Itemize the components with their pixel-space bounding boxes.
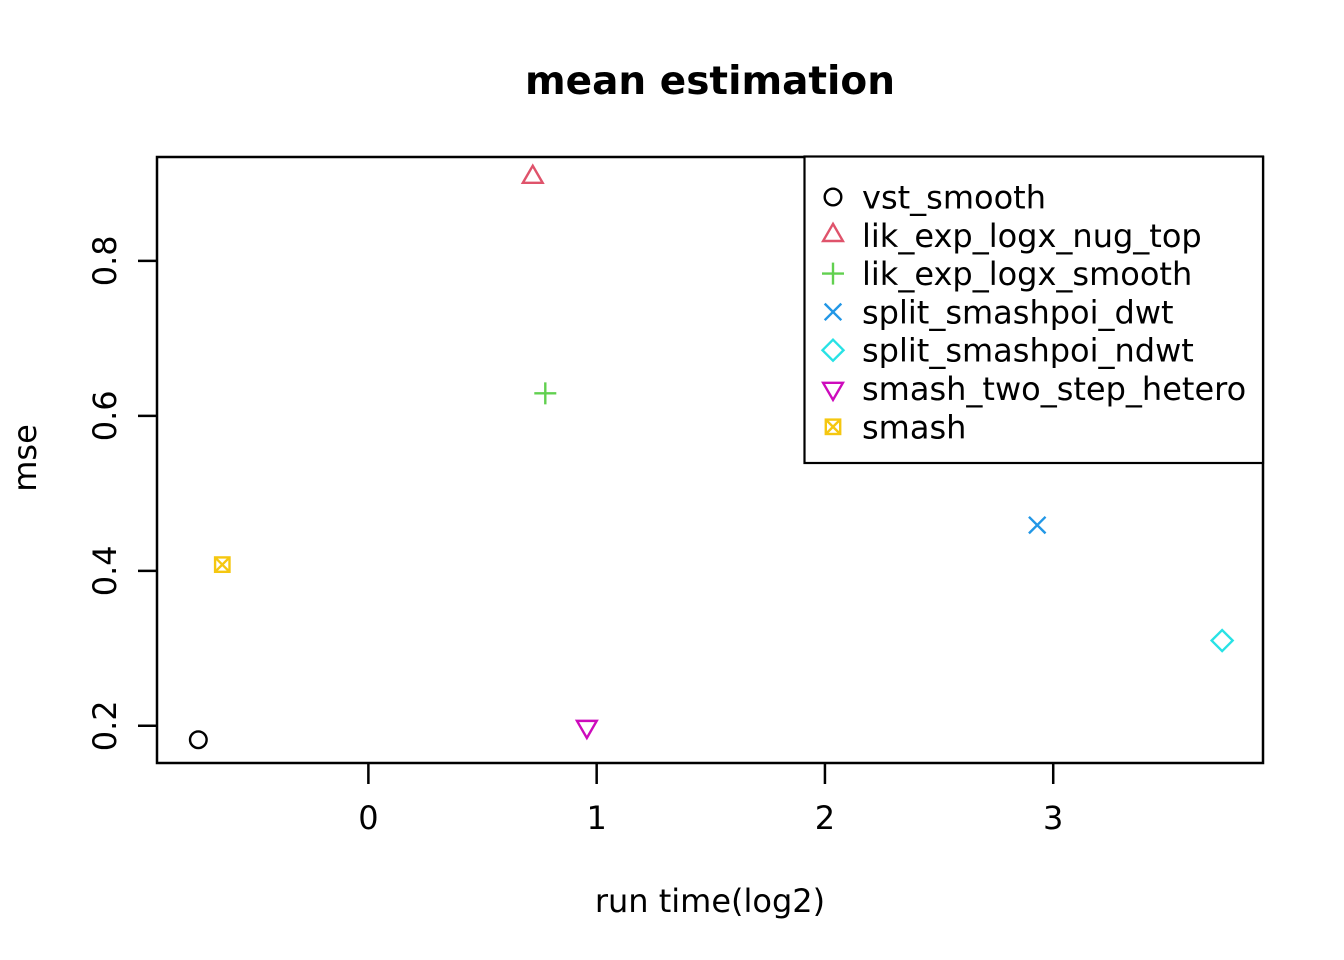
data-point-vst_smooth <box>188 730 208 750</box>
data-point-split_smashpoi_dwt <box>1028 515 1047 535</box>
data-point-lik_exp_logx_smooth <box>534 382 557 405</box>
legend-symbol-diamond <box>820 338 846 363</box>
y-axis-tick-label: 0.4 <box>86 545 124 596</box>
legend-label: split_smashpoi_dwt <box>862 293 1174 331</box>
x-axis-tick-label: 1 <box>586 799 606 837</box>
y-axis-tick-label: 0.8 <box>86 235 124 286</box>
x-axis-label: run time(log2) <box>595 882 825 920</box>
x-axis-tick-label: 0 <box>358 799 378 837</box>
y-axis-tick-label: 0.2 <box>86 700 124 751</box>
x-axis-tick-label: 3 <box>1043 799 1063 837</box>
legend-symbol-triangle-down <box>821 381 845 403</box>
y-axis-label: mse <box>6 424 44 492</box>
legend-symbol-circle <box>823 187 843 207</box>
legend-symbol-x <box>823 302 843 322</box>
y-axis-tick-label: 0.6 <box>86 390 124 441</box>
legend-symbol-square-x <box>824 418 842 436</box>
data-point-smash <box>213 556 231 574</box>
legend-label: smash <box>862 408 966 446</box>
x-axis-tick-label: 2 <box>815 799 835 837</box>
data-point-split_smashpoi_ndwt <box>1209 628 1235 653</box>
legend-symbol-plus <box>822 262 844 285</box>
legend-symbol-triangle-up <box>821 221 845 243</box>
data-point-smash_two_step_hetero <box>574 719 599 741</box>
chart-title: mean estimation <box>525 59 895 104</box>
plot-area: 0 1 2 3 0.2 0.4 0.6 0.8 vst_smoothlik_exp_logx_n… <box>86 155 1265 837</box>
legend-label: lik_exp_logx_smooth <box>862 255 1192 293</box>
legend-box <box>803 155 1265 465</box>
legend-label: split_smashpoi_ndwt <box>862 332 1194 370</box>
legend-label: vst_smooth <box>862 179 1046 217</box>
data-point-lik_exp_logx_nug_top <box>520 163 545 185</box>
legend-label: smash_two_step_hetero <box>862 370 1246 408</box>
legend-label: lik_exp_logx_nug_top <box>862 217 1202 255</box>
